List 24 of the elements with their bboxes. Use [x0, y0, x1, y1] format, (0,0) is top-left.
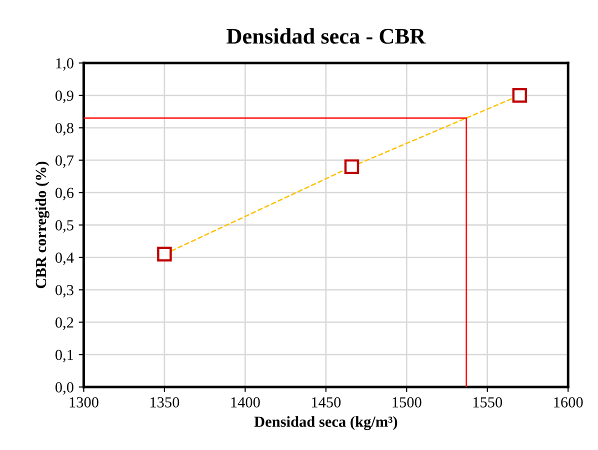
y-tick-label: 0,6: [55, 188, 74, 200]
y-tick-label: 0,1: [55, 350, 74, 362]
y-tick-label: 0,4: [55, 252, 74, 266]
x-tick-label: 1400: [231, 397, 260, 408]
y-tick-label: 0,5: [55, 220, 74, 233]
y-tick-label: 0,9: [55, 90, 74, 104]
y-tick-label: 1,0: [56, 58, 74, 71]
y-axis-title: CBR corregido (%): [35, 162, 50, 288]
x-tick-label: 1450: [312, 397, 341, 408]
point: [512, 88, 528, 103]
y-tick-label: 0,7: [55, 155, 74, 168]
y-tick-label: 0,8: [55, 122, 74, 136]
x-tick-label: 1350: [150, 397, 180, 408]
x-tick-label: 1500: [392, 397, 422, 408]
x-tick-label: 1300: [70, 397, 98, 408]
chart-title: Densidad seca - CBR: [226, 28, 426, 44]
x-axis-title: Densidad seca (kg/m³): [254, 416, 398, 430]
y-tick-label: 0,2: [55, 317, 74, 330]
y-tick-label: 0,0: [55, 382, 74, 395]
y-tick-label: 0,3: [55, 284, 74, 298]
point: [157, 246, 172, 262]
point: [344, 159, 360, 174]
x-tick-label: 1600: [554, 397, 583, 408]
x-tick-label: 1550: [473, 397, 502, 408]
